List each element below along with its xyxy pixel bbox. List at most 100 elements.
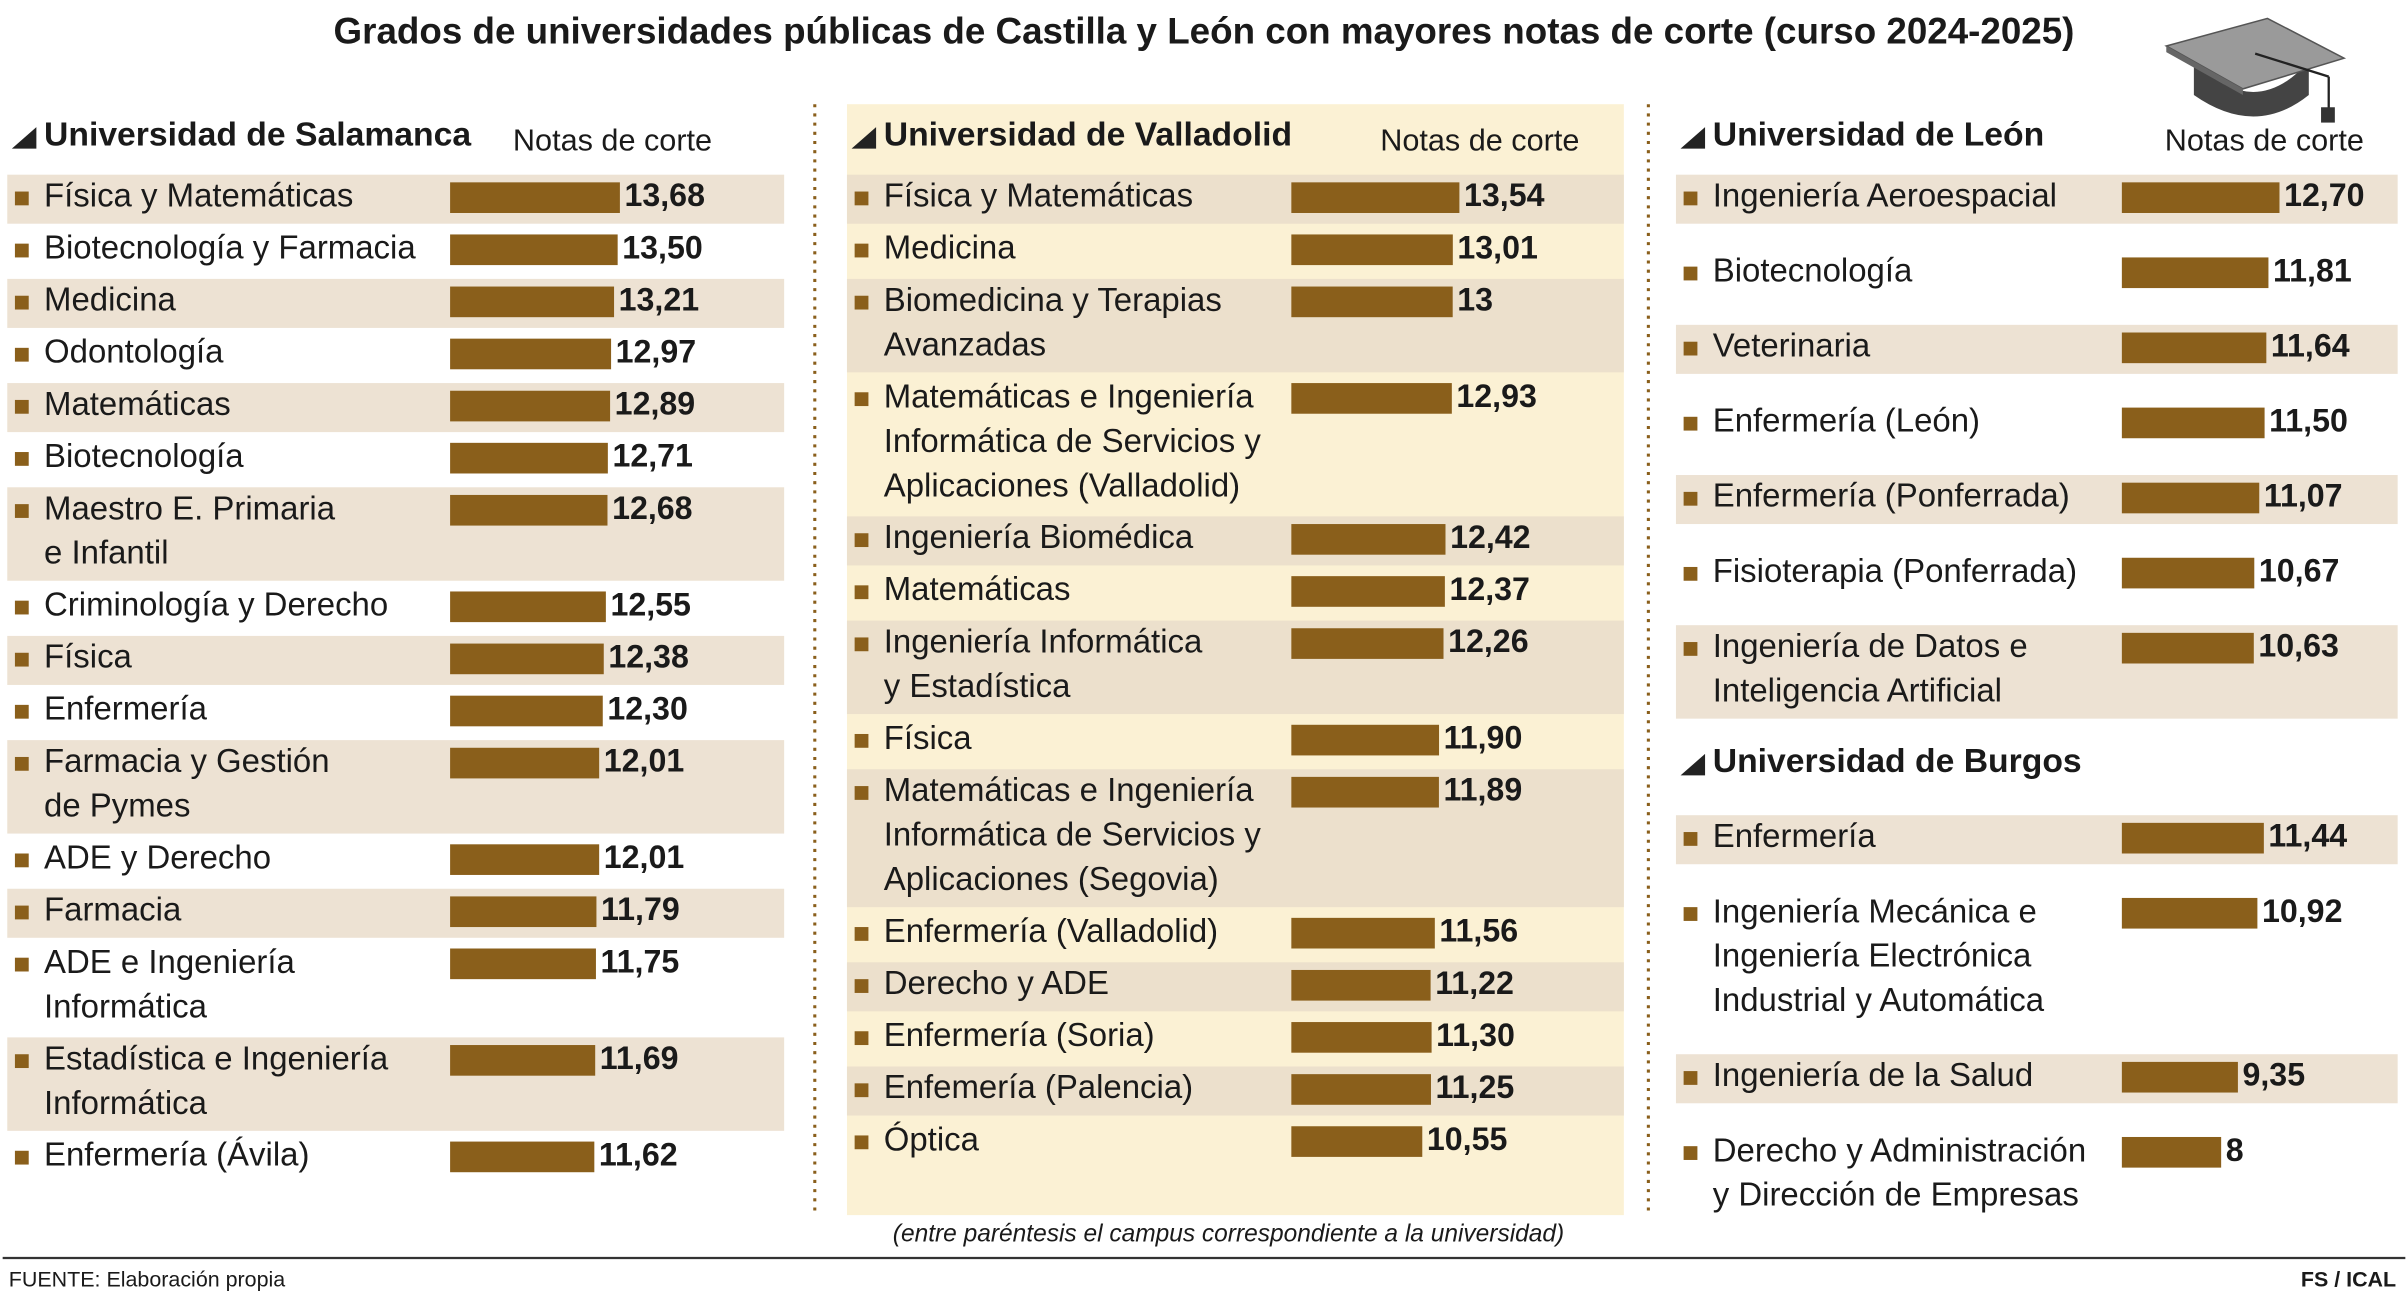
header-triangle: [1680, 753, 1706, 776]
row-shade: [1675, 625, 2398, 719]
value-label: 11,62: [599, 1136, 678, 1172]
category-label: Medicina: [44, 281, 176, 318]
chart-title: Universidad de León: [1713, 115, 2045, 153]
category-label: Veterinaria: [1713, 327, 1871, 364]
category-label: Enfermería (Soria): [884, 1016, 1155, 1053]
bullet: [854, 191, 869, 206]
bar: [450, 234, 618, 266]
bullet: [854, 1031, 869, 1046]
row-shade: [846, 174, 1624, 224]
bullet: [14, 399, 29, 414]
bar: [450, 390, 611, 422]
header-triangle: [851, 127, 877, 149]
category-label: Ingeniería Aeroespacial: [1713, 176, 2057, 213]
category-label: Enfermería (Ávila): [44, 1136, 309, 1173]
row-shade: [846, 278, 1624, 373]
bullet: [854, 243, 869, 258]
value-label: 11,90: [1444, 720, 1523, 756]
chart-title: Universidad de Burgos: [1713, 742, 2082, 780]
bar: [2121, 482, 2260, 514]
bullet: [14, 243, 29, 258]
category-label: ADE e Ingeniería Informática: [44, 943, 296, 1024]
category-label: Física y Matemáticas: [884, 176, 1193, 213]
category-label: Enfemería (Palencia): [884, 1068, 1193, 1105]
category-label: Biomedicina y Terapias Avanzadas: [884, 281, 1222, 362]
category-label: Criminología y Derecho: [44, 585, 388, 622]
bullet: [14, 756, 29, 771]
bullet: [1683, 341, 1698, 356]
category-label: Biotecnología y Farmacia: [44, 228, 416, 265]
bar: [2121, 332, 2267, 364]
category-label: Enfermería (León): [1713, 402, 1980, 439]
bar: [1291, 628, 1444, 659]
row-shade: [846, 516, 1624, 566]
bar: [1291, 917, 1435, 949]
column-header: Notas de corte: [2165, 124, 2364, 158]
header-triangle: [1680, 127, 1706, 149]
value-label: 12,71: [612, 438, 692, 474]
bar: [450, 338, 612, 370]
bar: [2121, 822, 2264, 854]
bar: [1291, 286, 1453, 318]
bullet: [14, 652, 29, 667]
category-label: Física: [44, 638, 133, 675]
bullet: [1683, 416, 1698, 431]
category-label: Matemáticas: [884, 570, 1071, 607]
category-label: ADE y Derecho: [44, 838, 271, 875]
row-shade: [7, 278, 785, 328]
bar: [1291, 1126, 1423, 1157]
bar: [1291, 576, 1445, 607]
value-label: 12,30: [607, 690, 687, 726]
bar: [450, 1045, 596, 1076]
bar: [450, 695, 603, 727]
category-label: Enfermería (Ponferrada): [1713, 477, 2070, 514]
category-label: Óptica: [884, 1120, 980, 1157]
bar: [1291, 724, 1440, 756]
bullet: [14, 1150, 29, 1165]
bar: [450, 442, 608, 474]
category-label: Ingeniería Informática y Estadística: [884, 622, 1203, 703]
row-shade: [846, 1066, 1624, 1116]
value-label: 12,89: [615, 386, 695, 422]
value-label: 13,01: [1457, 229, 1537, 265]
bullet: [854, 786, 869, 800]
category-label: Física: [884, 719, 973, 756]
bar: [2121, 1136, 2222, 1168]
bullet: [854, 392, 869, 407]
category-label: Enfermería: [44, 690, 208, 727]
header-triangle: [11, 127, 37, 149]
credit: FS / ICAL: [2301, 1268, 2396, 1292]
bar: [450, 494, 608, 526]
chart-title: Universidad de Salamanca: [44, 115, 471, 153]
bar: [450, 844, 600, 875]
value-label: 11,56: [1439, 913, 1518, 949]
category-label: Biotecnología: [1713, 251, 1913, 288]
category-label: Ingeniería Biomédica: [884, 518, 1194, 555]
value-label: 10,92: [2262, 893, 2342, 929]
category-label: Estadística e Ingeniería Informática: [44, 1039, 389, 1120]
value-label: 11,81: [2273, 252, 2352, 288]
bullet: [1683, 642, 1698, 656]
row-shade: [846, 962, 1624, 1012]
value-label: 11,22: [1435, 965, 1514, 1001]
bullet: [14, 295, 29, 310]
category-label: Matemáticas e Ingeniería Informática de S…: [884, 377, 1262, 503]
bullet: [854, 1135, 869, 1150]
category-label: Física y Matemáticas: [44, 176, 353, 213]
category-label: Enfermería (Valladolid): [884, 912, 1218, 949]
value-label: 12,97: [616, 333, 696, 369]
bar: [450, 643, 604, 675]
note: (entre paréntesis el campus correspondie…: [893, 1221, 1564, 1248]
bullet: [14, 704, 29, 719]
bullet: [14, 905, 29, 920]
bullet: [14, 1054, 29, 1069]
value-label: 13,68: [624, 177, 704, 213]
bar: [1291, 969, 1431, 1001]
category-label: Matemáticas: [44, 385, 231, 422]
bullet: [854, 585, 869, 600]
bar: [450, 182, 620, 213]
value-label: 11,64: [2271, 327, 2350, 363]
bullet: [1683, 1146, 1698, 1160]
